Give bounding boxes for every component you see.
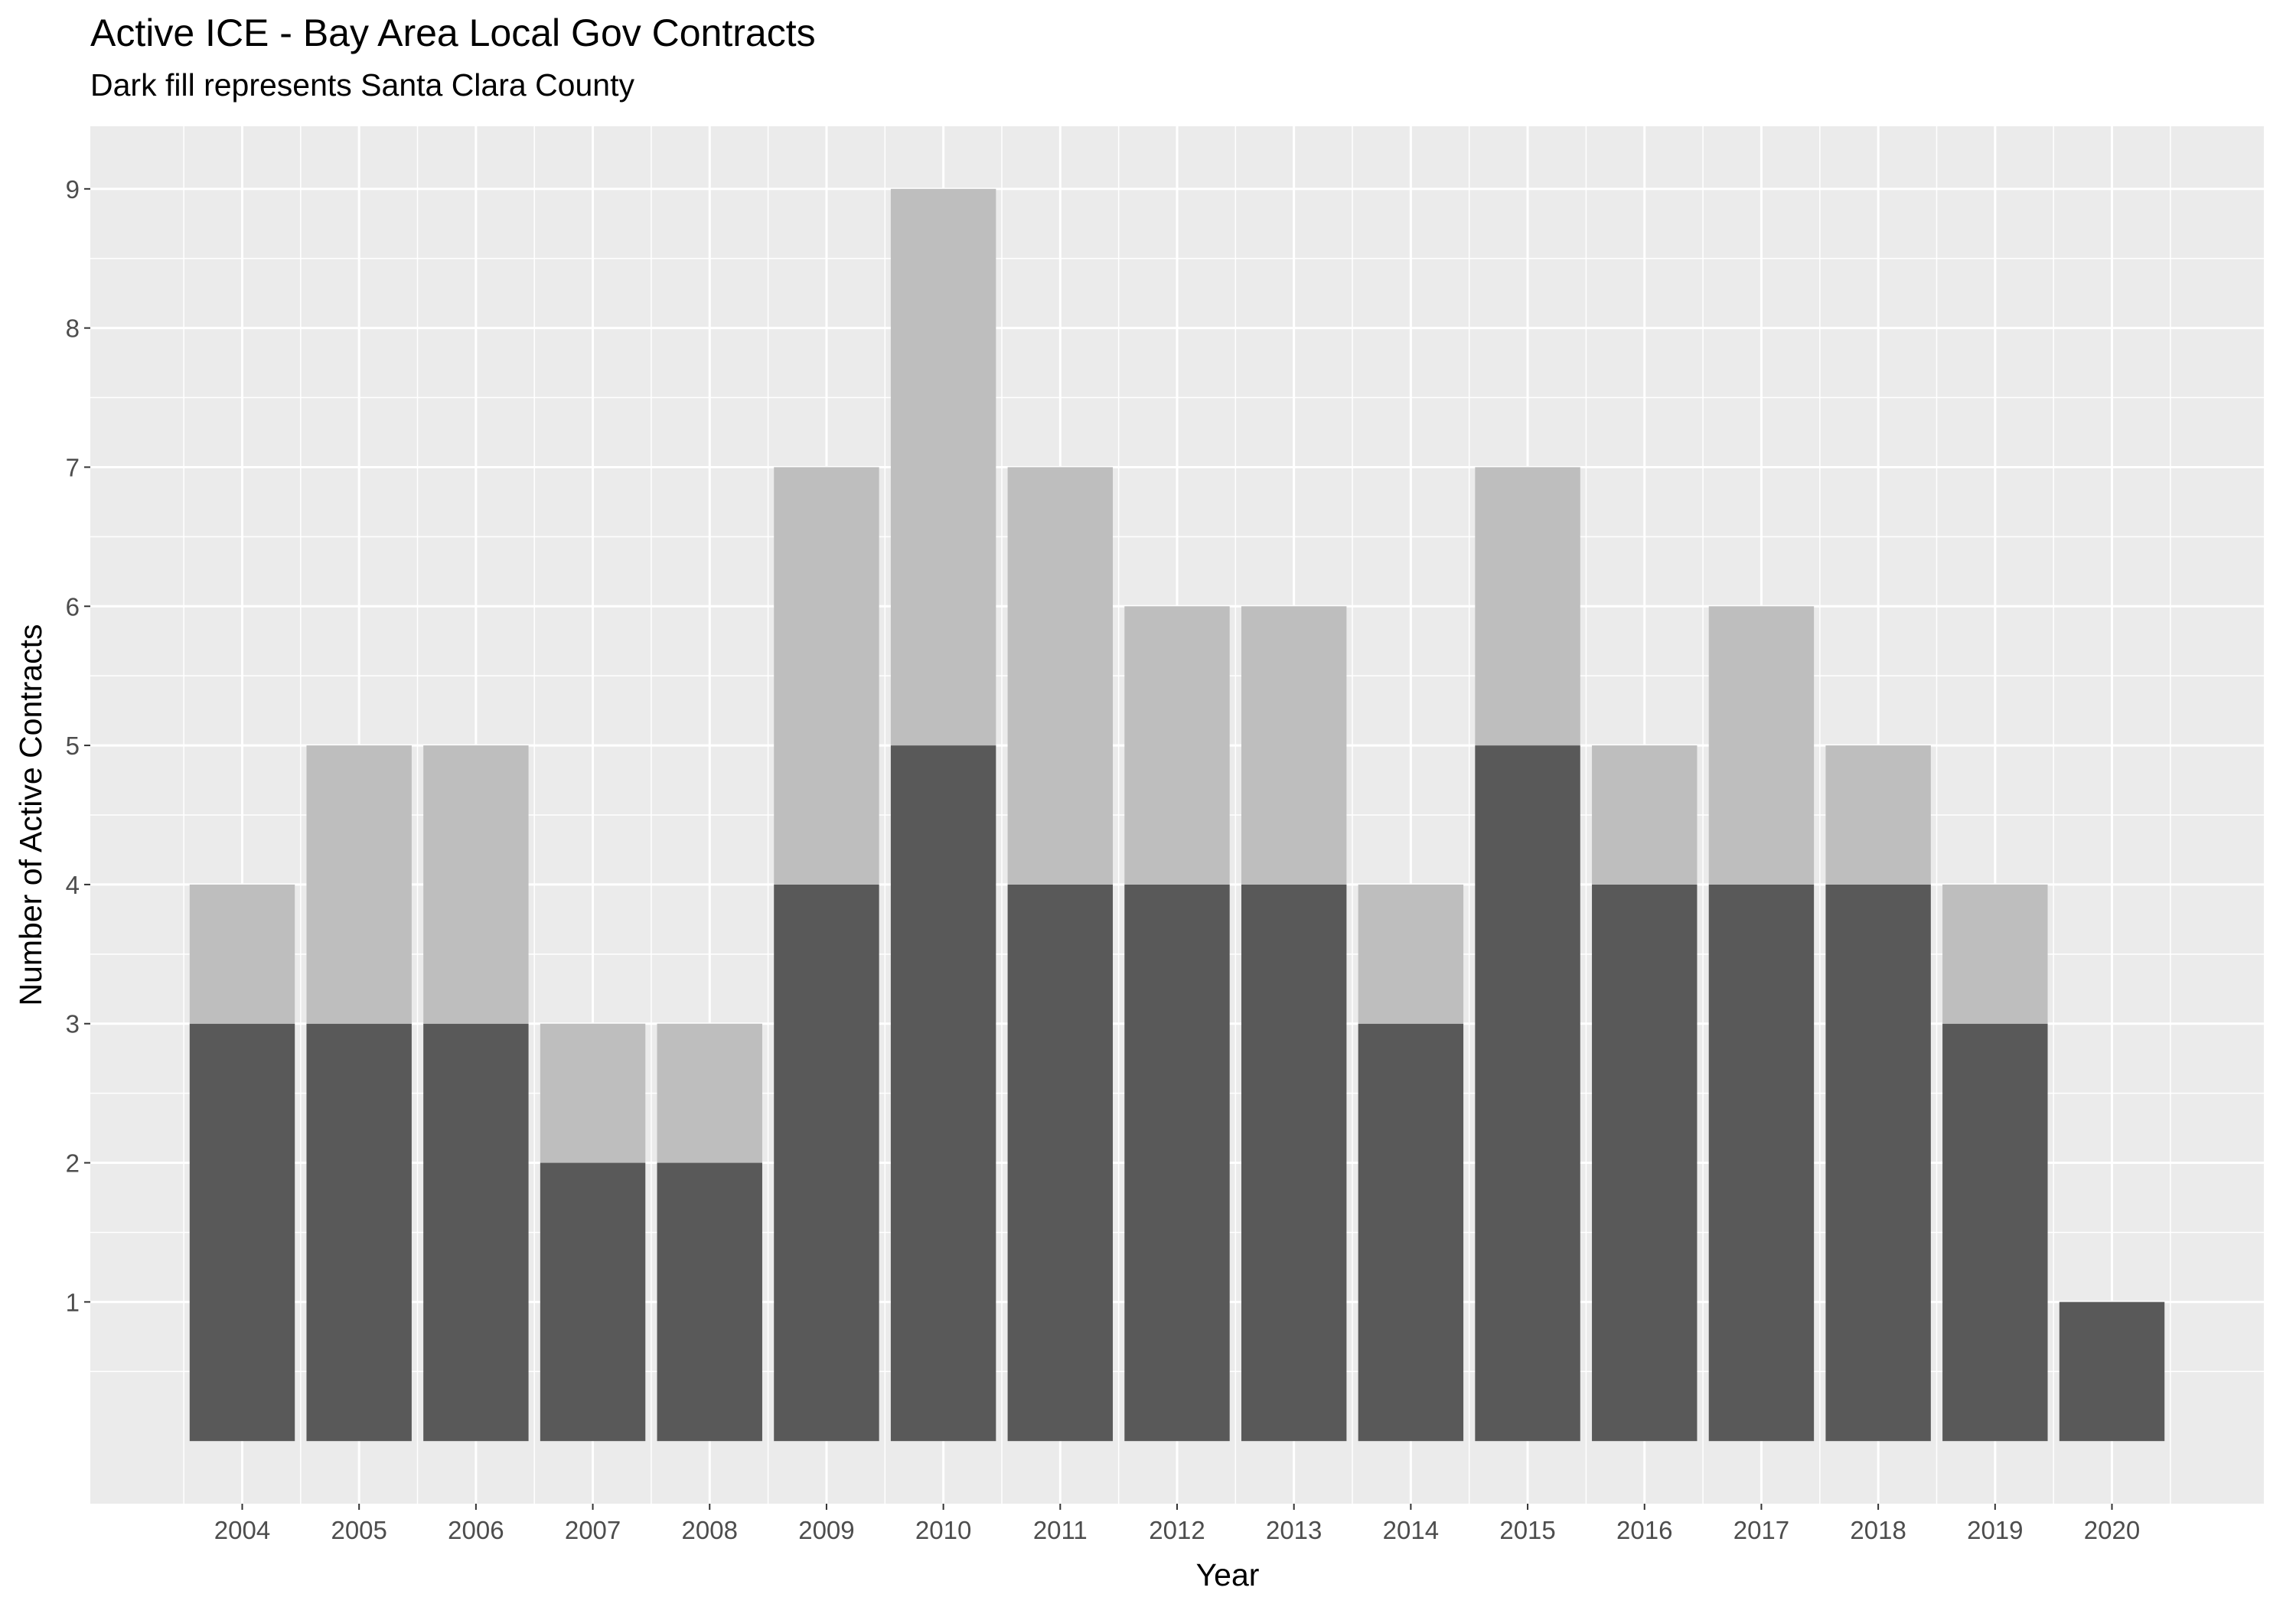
bar-santa-clara-2007 xyxy=(540,1162,646,1442)
x-tick-label: 2007 xyxy=(565,1516,621,1544)
x-tick-label: 2016 xyxy=(1616,1516,1672,1544)
x-tick-label: 2008 xyxy=(682,1516,738,1544)
x-tick-label: 2014 xyxy=(1383,1516,1439,1544)
chart-title: Active ICE - Bay Area Local Gov Contract… xyxy=(90,11,816,54)
bar-santa-clara-2015 xyxy=(1475,745,1580,1442)
bar-other-2010 xyxy=(890,188,996,746)
bar-santa-clara-2011 xyxy=(1007,884,1114,1442)
x-tick-label: 2009 xyxy=(798,1516,854,1544)
y-tick-label: 8 xyxy=(66,315,80,343)
bar-other-2008 xyxy=(657,1023,762,1163)
chart-subtitle: Dark fill represents Santa Clara County xyxy=(90,67,634,103)
bar-santa-clara-2010 xyxy=(890,745,996,1442)
bar-other-2009 xyxy=(774,467,879,885)
y-tick-label: 2 xyxy=(66,1149,80,1178)
bar-other-2014 xyxy=(1358,884,1464,1024)
bar-santa-clara-2012 xyxy=(1124,884,1230,1442)
x-tick-label: 2011 xyxy=(1033,1516,1088,1544)
y-tick-label: 1 xyxy=(66,1288,80,1316)
x-tick-label: 2012 xyxy=(1149,1516,1205,1544)
bar-other-2007 xyxy=(540,1023,646,1163)
y-tick-label: 4 xyxy=(66,871,80,899)
bar-santa-clara-2013 xyxy=(1241,884,1347,1442)
bar-santa-clara-2006 xyxy=(423,1023,529,1442)
bar-santa-clara-2014 xyxy=(1358,1023,1464,1442)
x-tick-label: 2004 xyxy=(214,1516,270,1544)
bar-santa-clara-2018 xyxy=(1825,884,1931,1442)
x-tick-label: 2019 xyxy=(1967,1516,2023,1544)
x-tick-label: 2010 xyxy=(915,1516,971,1544)
x-tick-label: 2006 xyxy=(448,1516,504,1544)
x-tick-label: 2020 xyxy=(2084,1516,2140,1544)
bar-other-2005 xyxy=(306,745,412,1024)
bar-santa-clara-2005 xyxy=(306,1023,412,1442)
bar-other-2012 xyxy=(1124,606,1230,885)
y-tick-label: 3 xyxy=(66,1010,80,1038)
bar-other-2018 xyxy=(1825,745,1931,885)
x-tick-label: 2015 xyxy=(1499,1516,1555,1544)
bar-other-2016 xyxy=(1592,745,1698,885)
bar-santa-clara-2009 xyxy=(774,884,879,1442)
y-tick-label: 7 xyxy=(66,453,80,481)
y-tick-label: 5 xyxy=(66,732,80,760)
bar-other-2013 xyxy=(1241,606,1347,885)
axes: 1 2 3 4 5 6 7 8 9 2004 2005 2006 2007 2008 2009 2010 201… xyxy=(66,175,2141,1544)
x-tick-label: 2013 xyxy=(1266,1516,1322,1544)
bar-other-2011 xyxy=(1007,467,1114,885)
x-tick-label: 2017 xyxy=(1733,1516,1789,1544)
bar-santa-clara-2017 xyxy=(1708,884,1815,1442)
bar-santa-clara-2020 xyxy=(2059,1302,2165,1442)
y-tick-label: 9 xyxy=(66,175,80,204)
y-axis-title: Number of Active Contracts xyxy=(13,624,48,1006)
bar-other-2015 xyxy=(1475,467,1580,746)
bar-other-2004 xyxy=(189,884,295,1024)
bar-santa-clara-2016 xyxy=(1592,884,1698,1442)
bar-other-2006 xyxy=(423,745,529,1024)
bar-santa-clara-2004 xyxy=(189,1023,295,1442)
y-tick-label: 6 xyxy=(66,592,80,621)
bar-other-2017 xyxy=(1708,606,1815,885)
bar-other-2019 xyxy=(1942,884,2048,1024)
x-tick-label: 2018 xyxy=(1850,1516,1906,1544)
x-tick-label: 2005 xyxy=(331,1516,386,1544)
bars xyxy=(189,188,2165,1442)
bar-santa-clara-2008 xyxy=(657,1162,762,1442)
bar-santa-clara-2019 xyxy=(1942,1023,2048,1442)
x-axis-title: Year xyxy=(1196,1557,1260,1592)
